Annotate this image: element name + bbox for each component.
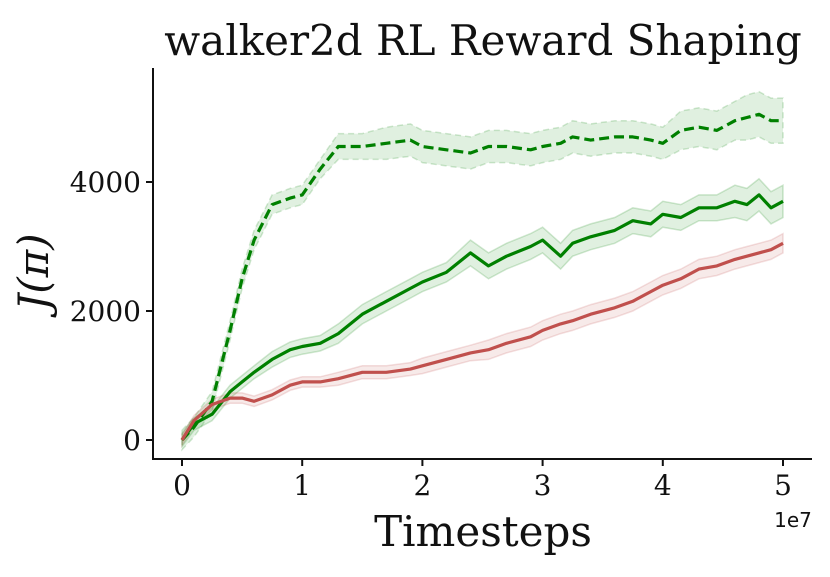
x-tick-label: 4 — [654, 469, 672, 502]
x-axis-label: Timesteps — [374, 507, 592, 556]
series-1-line — [180, 112, 783, 442]
x-tick-label: 0 — [173, 469, 191, 502]
x-tick-label: 1 — [293, 469, 311, 502]
y-tick-label: 4000 — [70, 166, 141, 199]
x-tick-label: 3 — [534, 469, 552, 502]
y-tick-label: 0 — [123, 424, 141, 457]
series-3-line — [180, 241, 784, 441]
series-lines — [180, 112, 784, 442]
series-3-band — [181, 232, 784, 448]
y-ticks: 0 2000 4000 — [70, 166, 153, 457]
y-tick-label: 2000 — [70, 295, 141, 328]
x-tick-label: 5 — [774, 469, 792, 502]
axes — [152, 68, 812, 460]
y-axis-label: J(π) — [9, 233, 58, 318]
chart-title: walker2d RL Reward Shaping — [164, 16, 802, 65]
series-2-band — [181, 177, 784, 449]
x-ticks: 0 1 2 3 4 5 — [173, 459, 792, 502]
x-tick-label: 2 — [413, 469, 431, 502]
x-offset-label: 1e7 — [774, 508, 812, 532]
series-2-line — [180, 193, 784, 441]
